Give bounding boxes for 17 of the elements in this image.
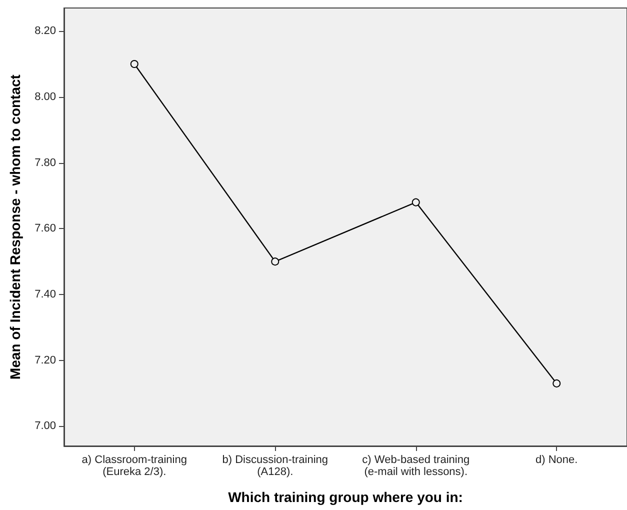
y-tick-label: 7.40	[34, 288, 56, 301]
y-tick-label: 8.20	[34, 25, 56, 38]
x-tick-label: c) Web-based training (e-mail with lessons).	[362, 454, 470, 478]
point	[271, 258, 280, 266]
y-axis-title: Mean of Incident Response - whom to contact	[7, 74, 23, 380]
y-tick-label: 7.80	[34, 156, 56, 169]
x-tick-label: a) Classroom-training (Eureka 2/3).	[82, 454, 187, 478]
point	[552, 379, 561, 388]
y-tick-label: 7.20	[34, 354, 56, 366]
point	[412, 198, 420, 206]
y-tick-label: 8.00	[34, 90, 56, 103]
y-tick-label: 7.00	[34, 420, 56, 432]
x-axis-title: Which training group where you in:	[228, 489, 463, 505]
x-tick-label: d) None.	[536, 454, 578, 466]
x-tick-label: b) Discussion-training (A128).	[222, 454, 328, 478]
point	[130, 60, 138, 68]
y-tick-label: 7.60	[34, 222, 56, 235]
